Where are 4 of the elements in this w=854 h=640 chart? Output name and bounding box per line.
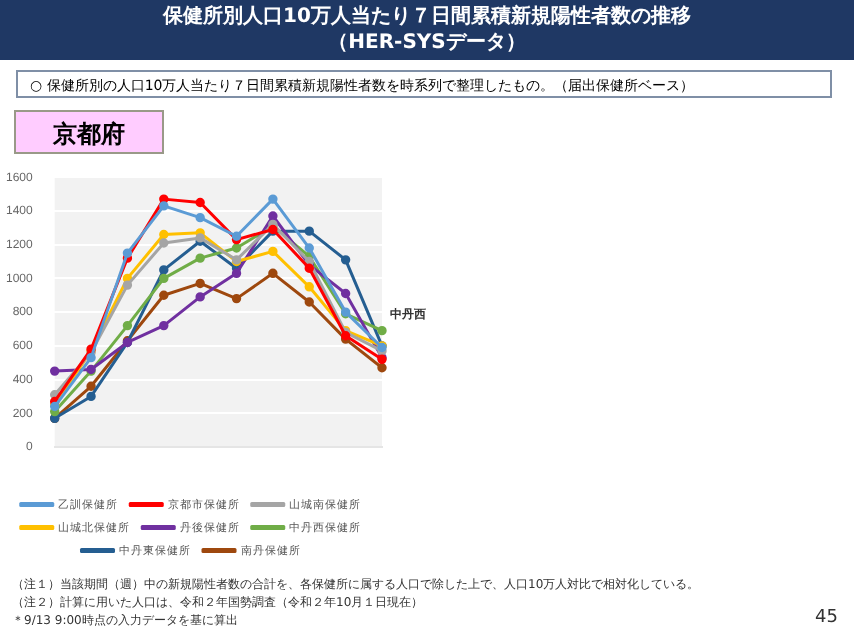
text: （HER-SYSデータ） [326,30,528,56]
text: 保健所別人口10万人当たり７日間累積新規陽性者数の推移 [160,4,693,30]
text: 45 [815,608,838,628]
text: 京都府 [14,110,164,154]
